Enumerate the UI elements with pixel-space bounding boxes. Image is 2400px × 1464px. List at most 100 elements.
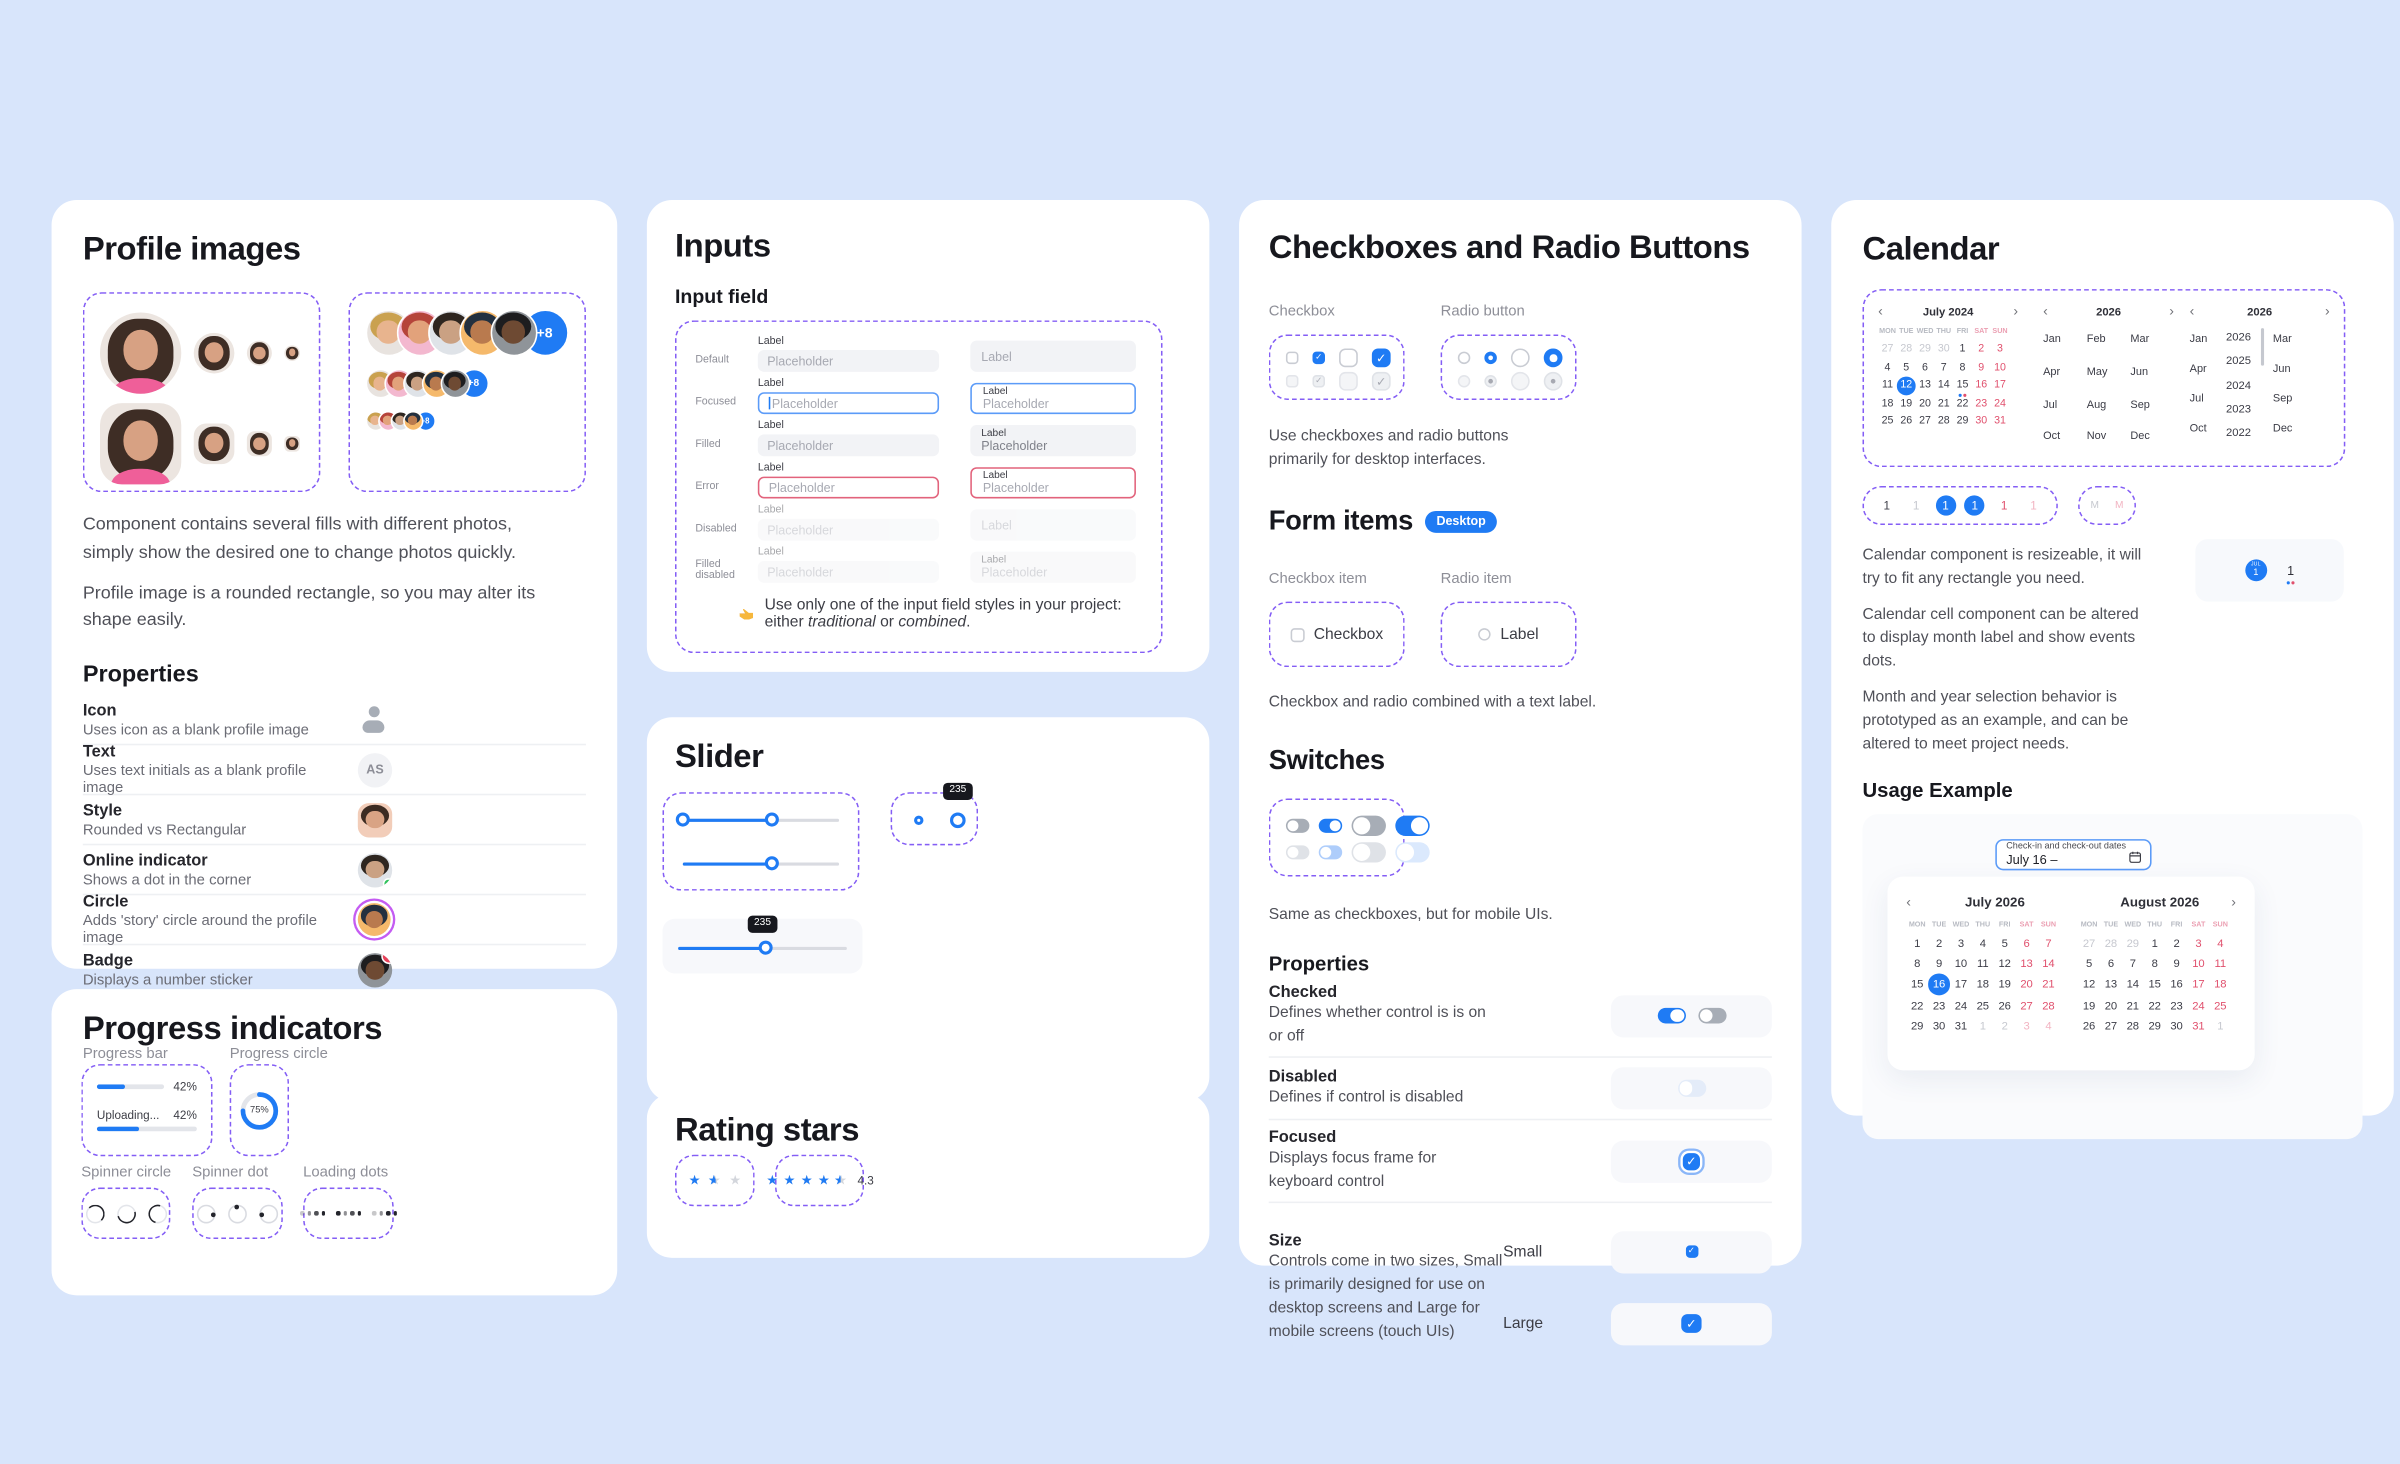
- calendar-day-cell[interactable]: 10: [1954, 956, 1968, 971]
- month-item[interactable]: Dec: [2130, 431, 2150, 443]
- month-item[interactable]: Jul: [2043, 399, 2058, 411]
- avatar[interactable]: [284, 435, 300, 452]
- checkbox-item-label[interactable]: Checkbox: [1313, 625, 1384, 643]
- calendar-day-cell[interactable]: 5: [2001, 936, 2008, 951]
- month-day-cell[interactable]: JUL 1: [2244, 559, 2267, 582]
- star-icon[interactable]: ★★: [834, 1171, 848, 1188]
- calendar-day-cell[interactable]: 12: [1896, 376, 1916, 395]
- calendar-day-cell[interactable]: 30: [1932, 1018, 1946, 1033]
- calendar-day-cell[interactable]: 22: [1910, 997, 1924, 1012]
- slider-handle[interactable]: [764, 856, 779, 871]
- calendar-day-cell[interactable]: 18: [1881, 398, 1894, 409]
- calendar-day-cell[interactable]: 13: [2104, 977, 2118, 992]
- calendar-day-cell[interactable]: 9: [2173, 956, 2180, 971]
- chevron-right-icon[interactable]: ›: [2231, 892, 2236, 909]
- chevron-right-icon[interactable]: ›: [2324, 302, 2330, 318]
- date-range-input[interactable]: Check-in and check-out dates July 16 –: [1995, 839, 2152, 871]
- month-item[interactable]: Nov: [2086, 431, 2107, 443]
- calendar-day-cell[interactable]: 3: [2023, 1018, 2030, 1033]
- month-item[interactable]: Jan: [2043, 334, 2061, 346]
- checkbox-checked[interactable]: ✓: [1312, 351, 1325, 365]
- checkbox[interactable]: [1285, 351, 1299, 365]
- event-day-cell[interactable]: 1: [2287, 563, 2294, 577]
- calendar-day-cell[interactable]: 17: [1994, 380, 2006, 392]
- calendar-day-cell[interactable]: 29: [2126, 936, 2140, 951]
- calendar-day-cell[interactable]: 11: [1976, 956, 1989, 971]
- avatar[interactable]: [402, 410, 423, 432]
- calendar-day-cell[interactable]: 4: [1979, 936, 1986, 951]
- slider-handle[interactable]: [764, 812, 779, 827]
- month-item[interactable]: Feb: [2086, 334, 2106, 346]
- calendar-day-cell[interactable]: 1: [2151, 936, 2158, 951]
- calendar-day-cell[interactable]: 25: [1881, 416, 1894, 427]
- checkbox-large[interactable]: [1338, 348, 1359, 368]
- slider-handle[interactable]: [950, 812, 966, 829]
- avatar[interactable]: [246, 431, 272, 457]
- checkbox-large[interactable]: ✓: [1681, 1313, 1702, 1334]
- calendar-day-cell[interactable]: 16: [2170, 977, 2183, 992]
- calendar-day-cell[interactable]: 2: [1978, 344, 1985, 356]
- calendar-day-cell[interactable]: 21: [2042, 977, 2055, 992]
- calendar-day-cell[interactable]: 29: [1919, 344, 1931, 356]
- chevron-left-icon[interactable]: ‹: [2043, 302, 2048, 318]
- switch-large-off[interactable]: [1351, 815, 1386, 836]
- avatar[interactable]: [100, 312, 182, 394]
- calendar-day-cell[interactable]: 2: [1935, 936, 1943, 951]
- checkbox[interactable]: [1290, 627, 1305, 642]
- switch-off[interactable]: [1697, 1007, 1726, 1024]
- month-item[interactable]: Oct: [2189, 423, 2207, 435]
- slider-handle[interactable]: [675, 812, 690, 827]
- calendar-day-cell[interactable]: 29: [1910, 1018, 1924, 1033]
- switch-off[interactable]: [1285, 818, 1310, 833]
- calendar-day-cell[interactable]: 16: [1975, 380, 1988, 392]
- calendar-day-cell[interactable]: 4: [1884, 362, 1891, 374]
- checkbox-small[interactable]: ✓: [1685, 1245, 1698, 1258]
- calendar-day-cell[interactable]: 1: [1959, 344, 1966, 356]
- calendar-day-cell[interactable]: 7: [2045, 936, 2052, 951]
- year-item[interactable]: 2024: [2226, 377, 2252, 392]
- calendar-day-cell[interactable]: 10: [1994, 362, 2006, 374]
- calendar-day-cell[interactable]: 3: [1957, 936, 1965, 951]
- calendar-day-cell[interactable]: 7: [1940, 362, 1947, 374]
- calendar-day-cell[interactable]: 16: [1928, 974, 1950, 995]
- calendar-day-cell[interactable]: 11: [2214, 956, 2227, 971]
- year-item[interactable]: 2026: [2226, 329, 2252, 344]
- calendar-day-cell[interactable]: 27: [1919, 416, 1931, 427]
- calendar-day-cell[interactable]: 30: [1975, 416, 1988, 427]
- calendar-day-cell[interactable]: 9: [1935, 956, 1943, 971]
- calendar-day-cell[interactable]: 12: [1998, 956, 2011, 971]
- avatar[interactable]: [489, 309, 537, 357]
- calendar-day-cell[interactable]: 1: [1883, 498, 1890, 513]
- calendar-day-cell[interactable]: 1: [2030, 498, 2037, 513]
- calendar-day-cell[interactable]: 30: [1937, 344, 1950, 356]
- calendar-day-cell[interactable]: 3: [2195, 936, 2202, 951]
- calendar-day-cell[interactable]: 23: [1975, 398, 1988, 409]
- calendar-day-cell[interactable]: 6: [2107, 956, 2115, 971]
- avatar[interactable]: [246, 340, 272, 366]
- calendar-day-cell[interactable]: 28: [1937, 416, 1950, 427]
- calendar-day-cell[interactable]: 9: [1978, 362, 1985, 374]
- calendar-day-cell[interactable]: 15: [1953, 377, 1972, 395]
- calendar-day-cell[interactable]: 27: [2020, 997, 2033, 1012]
- calendar-day-cell[interactable]: 14: [2042, 956, 2055, 971]
- star-icon[interactable]: ★★: [800, 1171, 813, 1188]
- calendar-day-cell[interactable]: 17: [2192, 977, 2205, 992]
- combined-text-input-focused[interactable]: Label Placeholder: [970, 382, 1136, 415]
- calendar-day-cell[interactable]: 5: [2085, 956, 2093, 971]
- calendar-day-cell[interactable]: 1: [1979, 1018, 1986, 1033]
- calendar-day-cell[interactable]: 21: [2126, 997, 2140, 1012]
- chevron-left-icon[interactable]: ‹: [2189, 302, 2195, 318]
- calendar-day-cell[interactable]: 23: [2170, 997, 2183, 1012]
- calendar-day-cell[interactable]: 27: [2104, 1018, 2118, 1033]
- calendar-day-cell[interactable]: 28: [2042, 997, 2055, 1012]
- slider-handle[interactable]: [914, 815, 924, 825]
- calendar-day-cell[interactable]: 6: [2023, 936, 2030, 951]
- text-input[interactable]: Placeholder: [757, 350, 940, 372]
- radio-button[interactable]: [1457, 351, 1471, 365]
- calendar-day-cell[interactable]: 19: [1900, 398, 1913, 409]
- calendar-day-cell[interactable]: 1: [1914, 936, 1921, 951]
- combined-text-input[interactable]: Label: [970, 340, 1136, 372]
- month-title[interactable]: July 2024: [1922, 303, 1974, 318]
- calendar-day-cell[interactable]: 18: [2214, 977, 2227, 992]
- avatar[interactable]: [193, 332, 235, 374]
